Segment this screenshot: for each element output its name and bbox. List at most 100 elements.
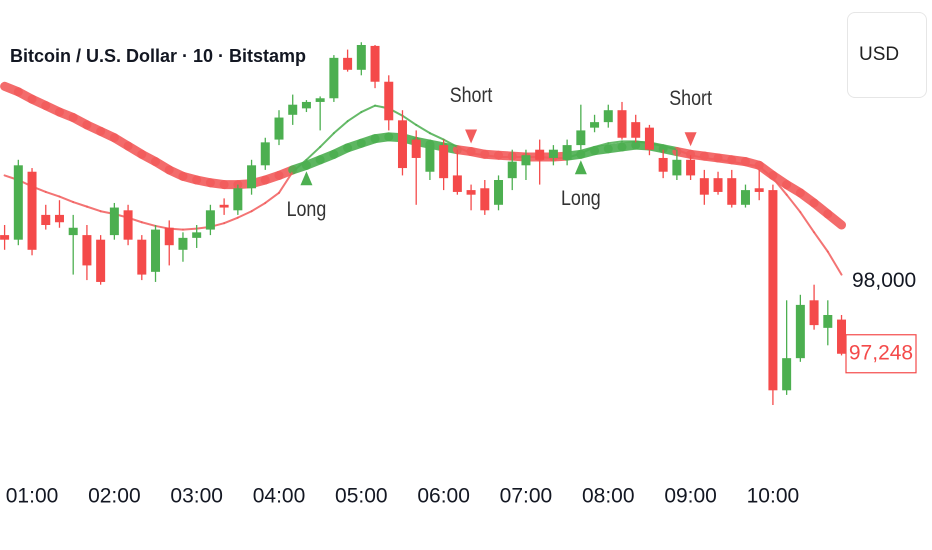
fast-ma-segment xyxy=(689,154,706,159)
fast-ma-segment xyxy=(771,177,788,196)
candle-body xyxy=(343,57,353,70)
candle-body xyxy=(109,207,119,236)
candle-body xyxy=(672,159,682,176)
fast-ma-segment xyxy=(236,210,253,219)
candle-body xyxy=(315,98,325,102)
x-tick-label: 10:00 xyxy=(747,485,800,508)
candle-body xyxy=(686,159,696,176)
y-tick-label: 98,000 xyxy=(852,269,916,292)
fast-ma-segment xyxy=(607,140,623,145)
short-arrow xyxy=(465,129,478,144)
candle-body xyxy=(576,130,586,146)
long-arrow xyxy=(300,171,313,186)
x-tick-label: 01:00 xyxy=(6,485,59,508)
x-tick-label: 04:00 xyxy=(253,485,306,508)
candle-body xyxy=(82,235,92,266)
candle-body xyxy=(795,304,805,359)
candle-body xyxy=(41,214,51,225)
candle-body xyxy=(370,45,380,82)
x-tick-label: 06:00 xyxy=(417,485,470,508)
fast-ma-segment xyxy=(799,211,816,234)
candle-body xyxy=(13,165,23,240)
candle-body xyxy=(644,127,654,150)
candle-body xyxy=(452,175,462,192)
fast-ma-segment xyxy=(758,165,774,180)
candle-body xyxy=(384,81,394,121)
signal-label: Long xyxy=(561,187,601,211)
fast-ma-segment xyxy=(223,216,239,225)
x-tick-label: 07:00 xyxy=(500,485,553,508)
currency-button[interactable]: USD xyxy=(847,12,927,98)
candle-body xyxy=(274,117,284,140)
candle-body xyxy=(837,319,847,354)
fast-ma-segment xyxy=(703,156,720,161)
candle-body xyxy=(740,190,750,205)
x-tick-label: 09:00 xyxy=(664,485,717,508)
candle-body xyxy=(727,178,737,205)
fast-ma-segment xyxy=(675,148,692,157)
fast-ma-segment xyxy=(346,111,363,123)
candle-body xyxy=(164,227,174,246)
candle-body xyxy=(205,210,215,230)
fast-ma-segment xyxy=(58,195,75,204)
fast-ma-segment xyxy=(456,145,473,155)
fast-ma-segment xyxy=(181,227,198,231)
fast-ma-segment xyxy=(662,145,678,151)
candle-body xyxy=(521,155,531,166)
candle-body xyxy=(0,235,10,240)
candle-body xyxy=(809,300,819,326)
candle-body xyxy=(233,188,243,211)
last-price-box xyxy=(845,334,917,374)
fast-ma-segment xyxy=(140,221,157,227)
x-tick-label: 08:00 xyxy=(582,485,635,508)
candle-body xyxy=(411,139,421,158)
candle-body xyxy=(301,101,311,109)
candle-body xyxy=(507,161,517,179)
fast-ma-segment xyxy=(442,138,459,148)
signal-label: Long xyxy=(287,198,327,222)
candle-body xyxy=(96,239,106,282)
fast-ma-segment xyxy=(785,193,802,214)
candle-body xyxy=(439,145,449,179)
fast-ma-segment xyxy=(250,201,267,213)
candle-body xyxy=(425,145,435,172)
candle-body xyxy=(480,188,490,211)
candle-body xyxy=(466,190,476,195)
slow-ma-segment xyxy=(823,209,847,230)
x-tick-label: 05:00 xyxy=(335,485,388,508)
fast-ma-segment xyxy=(85,205,102,213)
fast-ma-segment xyxy=(470,152,486,157)
candle-body xyxy=(397,120,407,169)
fast-ma-segment xyxy=(483,154,500,159)
candle-body xyxy=(123,210,133,240)
candle-body xyxy=(54,214,64,223)
candle-body xyxy=(535,149,545,160)
candle-body xyxy=(219,204,229,208)
fast-ma-segment xyxy=(717,158,733,163)
candle-body xyxy=(260,142,270,166)
fast-ma-segment xyxy=(360,104,377,114)
fast-ma-segment xyxy=(278,170,294,194)
candle-body xyxy=(617,110,627,138)
fast-ma-segment xyxy=(744,163,761,168)
fast-ma-segment xyxy=(72,201,88,208)
candle-body xyxy=(137,239,147,275)
candle-body xyxy=(356,45,366,70)
fast-ma-segment xyxy=(579,145,596,155)
fast-ma-segment xyxy=(813,231,829,253)
candle-body xyxy=(603,110,613,123)
fast-ma-segment xyxy=(319,132,335,148)
fast-ma-segment xyxy=(593,142,610,148)
candle-body xyxy=(699,178,709,195)
long-arrow xyxy=(574,160,587,175)
chart-title: Bitcoin / U.S. Dollar · 10 · Bitstamp xyxy=(10,46,306,66)
candle-body xyxy=(68,227,78,236)
fast-ma-segment xyxy=(401,114,418,126)
candle-body xyxy=(590,122,600,128)
candle-body xyxy=(329,57,339,99)
last-price-label: 97,248 xyxy=(849,341,913,364)
x-tick-label: 02:00 xyxy=(88,485,141,508)
candle-body xyxy=(754,188,764,192)
fast-ma-segment xyxy=(264,191,280,204)
